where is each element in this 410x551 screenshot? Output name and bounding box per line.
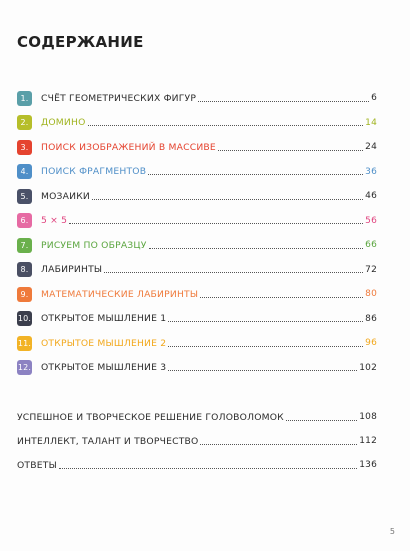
dot-leader	[217, 149, 364, 151]
chapter-number-badge: 4.	[17, 164, 32, 180]
dot-leader	[69, 223, 364, 225]
chapter-page-number: 14	[365, 117, 377, 128]
extra-title: ОТВЕТЫ	[17, 459, 57, 471]
chapter-page-number: 46	[365, 191, 377, 202]
dot-leader	[92, 198, 364, 200]
page-number: 5	[389, 527, 395, 536]
toc-entry: 10. ОТКРЫТОЕ МЫШЛЕНИЕ 1 86	[17, 307, 377, 332]
chapter-page-number: 24	[365, 142, 377, 153]
chapter-page-number: 6	[371, 93, 377, 104]
dot-leader	[104, 272, 364, 274]
extras-list: УСПЕШНОЕ И ТВОРЧЕСКОЕ РЕШЕНИЕ ГОЛОВОЛОМО…	[17, 405, 377, 477]
chapter-number-badge: 9.	[17, 286, 32, 302]
chapter-page-number: 102	[359, 362, 377, 373]
extra-title: УСПЕШНОЕ И ТВОРЧЕСКОЕ РЕШЕНИЕ ГОЛОВОЛОМО…	[17, 411, 284, 423]
extra-page-number: 136	[359, 460, 377, 470]
chapter-title: МОЗАИКИ	[41, 190, 91, 202]
dot-leader	[168, 345, 364, 347]
extra-page-number: 108	[359, 412, 377, 422]
chapter-page-number: 56	[365, 215, 377, 226]
toc-extra-entry: УСПЕШНОЕ И ТВОРЧЕСКОЕ РЕШЕНИЕ ГОЛОВОЛОМО…	[17, 405, 377, 429]
chapter-page-number: 66	[365, 240, 377, 251]
toc-entry: 9. МАТЕМАТИЧЕСКИЕ ЛАБИРИНТЫ 80	[17, 282, 377, 307]
toc-extra-entry: ИНТЕЛЛЕКТ, ТАЛАНТ И ТВОРЧЕСТВО 112	[17, 429, 377, 453]
extra-title: ИНТЕЛЛЕКТ, ТАЛАНТ И ТВОРЧЕСТВО	[17, 435, 199, 447]
dot-leader	[148, 174, 364, 176]
chapter-page-number: 36	[365, 166, 377, 177]
chapter-title: ПОИСК ФРАГМЕНТОВ	[41, 166, 147, 178]
toc-entry: 5. МОЗАИКИ 46	[17, 184, 377, 209]
chapter-title: МАТЕМАТИЧЕСКИЕ ЛАБИРИНТЫ	[41, 288, 199, 300]
chapter-number-badge: 8.	[17, 262, 32, 278]
chapter-title: 5 × 5	[41, 215, 68, 227]
toc-entry: 11. ОТКРЫТОЕ МЫШЛЕНИЕ 2 96	[17, 331, 377, 356]
dot-leader	[58, 467, 358, 469]
chapter-number-badge: 12.	[17, 360, 32, 376]
chapter-title: ДОМИНО	[41, 117, 86, 129]
chapter-title: РИСУЕМ ПО ОБРАЗЦУ	[41, 239, 147, 251]
chapter-title: ЛАБИРИНТЫ	[41, 264, 103, 276]
toc-entry: 8. ЛАБИРИНТЫ 72	[17, 258, 377, 283]
chapter-number-badge: 2.	[17, 115, 32, 131]
extra-page-number: 112	[359, 436, 377, 446]
toc-entry: 3. ПОИСК ИЗОБРАЖЕНИЙ В МАССИВЕ 24	[17, 135, 377, 160]
chapter-title: ОТКРЫТОЕ МЫШЛЕНИЕ 2	[41, 337, 167, 349]
chapter-title: ОТКРЫТОЕ МЫШЛЕНИЕ 1	[41, 313, 167, 325]
chapter-title: СЧЁТ ГЕОМЕТРИЧЕСКИХ ФИГУР	[41, 92, 197, 104]
toc-entry: 6. 5 × 5 56	[17, 209, 377, 234]
dot-leader	[87, 125, 364, 127]
toc-entry: 12. ОТКРЫТОЕ МЫШЛЕНИЕ 3 102	[17, 356, 377, 381]
chapter-page-number: 72	[365, 264, 377, 275]
toc-extra-entry: ОТВЕТЫ 136	[17, 453, 377, 477]
chapter-title: ПОИСК ИЗОБРАЖЕНИЙ В МАССИВЕ	[41, 141, 216, 153]
page-title: СОДЕРЖАНИЕ	[17, 33, 144, 51]
chapter-number-badge: 7.	[17, 237, 32, 253]
chapter-page-number: 80	[365, 289, 377, 300]
chapter-page-number: 86	[365, 313, 377, 324]
dot-leader	[200, 296, 364, 298]
chapters-list: 1. СЧЁТ ГЕОМЕТРИЧЕСКИХ ФИГУР 6 2. ДОМИНО 14 3.…	[17, 86, 377, 380]
dot-leader	[285, 419, 358, 421]
toc-entry: 1. СЧЁТ ГЕОМЕТРИЧЕСКИХ ФИГУР 6	[17, 86, 377, 111]
toc-entry: 7. РИСУЕМ ПО ОБРАЗЦУ 66	[17, 233, 377, 258]
dot-leader	[148, 247, 364, 249]
chapter-page-number: 96	[365, 338, 377, 349]
chapter-number-badge: 1.	[17, 90, 32, 106]
toc-entry: 2. ДОМИНО 14	[17, 111, 377, 136]
dot-leader	[168, 370, 358, 372]
chapter-title: ОТКРЫТОЕ МЫШЛЕНИЕ 3	[41, 362, 167, 374]
chapter-number-badge: 3.	[17, 139, 32, 155]
dot-leader	[198, 100, 370, 102]
dot-leader	[168, 321, 364, 323]
chapter-number-badge: 11.	[17, 335, 32, 351]
chapter-number-badge: 10.	[17, 311, 32, 327]
chapter-number-badge: 6.	[17, 213, 32, 229]
dot-leader	[200, 443, 358, 445]
toc-entry: 4. ПОИСК ФРАГМЕНТОВ 36	[17, 160, 377, 185]
chapter-number-badge: 5.	[17, 188, 32, 204]
